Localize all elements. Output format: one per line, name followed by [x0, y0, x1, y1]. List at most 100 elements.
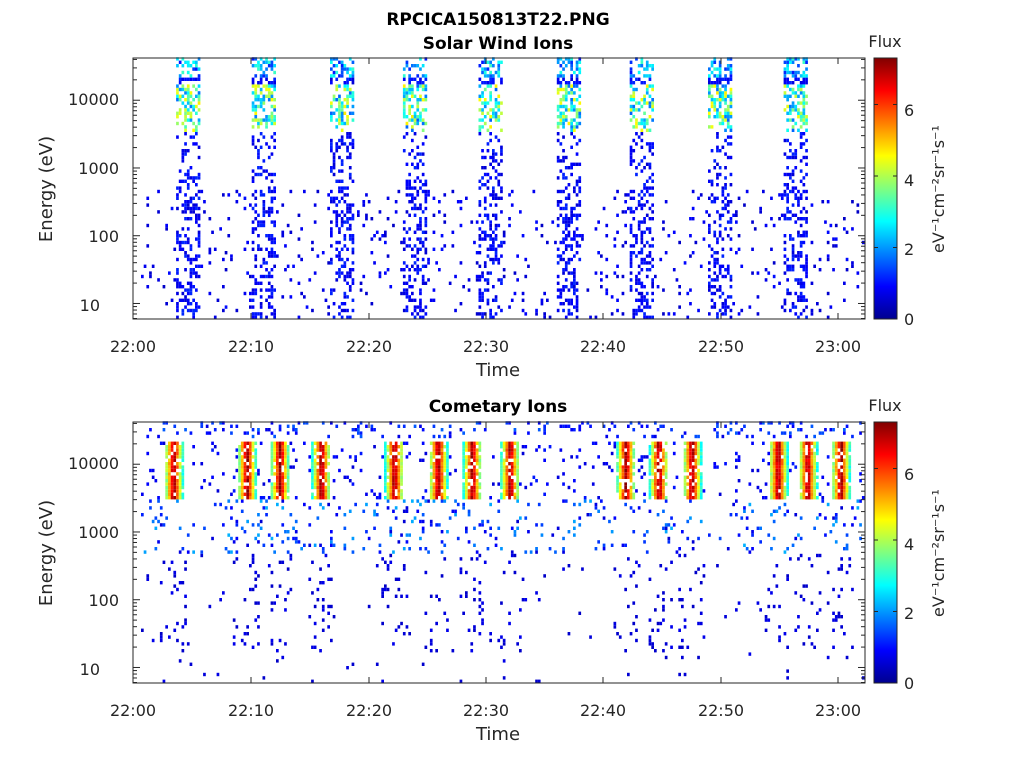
heatmap-cell [330, 244, 333, 248]
heatmap-cell [378, 492, 382, 496]
heatmap-cell [429, 519, 433, 524]
heatmap-cell [556, 81, 560, 85]
heatmap-cell [691, 496, 695, 500]
heatmap-cell [273, 482, 276, 486]
heatmap-cell [570, 257, 573, 262]
heatmap-cell [186, 240, 190, 245]
heatmap-cell [645, 261, 649, 265]
heatmap-cell [213, 247, 217, 251]
heatmap-cell [365, 291, 368, 296]
heatmap-cell [230, 254, 233, 258]
heatmap-cell [365, 424, 368, 428]
heatmap-cell [165, 455, 168, 459]
heatmap-cell [629, 223, 633, 228]
heatmap-cell [249, 492, 252, 496]
heatmap-cell [435, 485, 438, 490]
heatmap-cell [791, 87, 795, 92]
heatmap-cell [189, 431, 193, 435]
heatmap-cell [408, 111, 411, 115]
heatmap-cell [548, 445, 552, 449]
heatmap-cell [486, 254, 490, 258]
heatmap-cell [440, 492, 444, 496]
heatmap-cell [389, 496, 393, 500]
heatmap-cell [578, 244, 582, 248]
heatmap-cell [797, 94, 800, 98]
heatmap-cell [438, 523, 441, 527]
heatmap-cell [159, 506, 163, 510]
heatmap-cell [492, 230, 495, 234]
heatmap-cell [254, 448, 258, 452]
heatmap-cell [297, 254, 301, 258]
heatmap-cell [713, 230, 717, 234]
heatmap-cell [497, 162, 501, 166]
heatmap-cell [564, 234, 568, 238]
heatmap-cell [492, 77, 495, 81]
heatmap-cell [446, 451, 449, 456]
heatmap-cell [313, 203, 317, 207]
heatmap-cell [257, 574, 260, 578]
heatmap-cell [716, 135, 719, 139]
heatmap-cell [662, 485, 665, 490]
heatmap-cell [470, 489, 474, 493]
heatmap-cell [629, 155, 633, 160]
heatmap-cell [559, 57, 563, 61]
heatmap-cell [259, 288, 263, 292]
heatmap-cell [351, 268, 355, 272]
heatmap-cell [281, 655, 285, 660]
heatmap-cell [413, 121, 417, 126]
heatmap-cell [421, 108, 425, 112]
heatmap-cell [254, 98, 258, 102]
heatmap-cell [729, 125, 733, 129]
heatmap-cell [446, 628, 449, 632]
heatmap-cell [697, 455, 700, 459]
heatmap-cell [783, 213, 787, 217]
heatmap-cell [573, 278, 576, 282]
heatmap-cell [629, 81, 633, 85]
heatmap-cell [578, 189, 582, 194]
heatmap-cell [802, 115, 806, 119]
heatmap-cell [181, 312, 185, 316]
heatmap-cell [157, 210, 160, 214]
heatmap-cell [573, 285, 576, 289]
heatmap-cell [189, 200, 193, 204]
heatmap-cell [640, 64, 644, 68]
heatmap-cell [643, 193, 646, 197]
heatmap-cell [432, 213, 436, 217]
heatmap-cell [246, 271, 249, 275]
heatmap-cell [683, 451, 687, 456]
heatmap-cell [502, 445, 506, 449]
heatmap-cell [178, 492, 182, 496]
heatmap-cell [794, 278, 798, 282]
heatmap-cell [618, 468, 622, 473]
heatmap-cell [211, 230, 214, 234]
heatmap-cell [413, 64, 417, 68]
heatmap-cell [748, 482, 752, 486]
heatmap-cell [335, 118, 339, 122]
heatmap-cell [645, 189, 649, 194]
heatmap-cell [448, 455, 452, 459]
heatmap-cell [195, 77, 198, 81]
heatmap-cell [351, 91, 355, 95]
heatmap-cell [273, 458, 276, 462]
heatmap-cell [357, 431, 360, 435]
heatmap-cell [262, 213, 266, 217]
heatmap-cell [311, 240, 314, 245]
heatmap-cell [435, 489, 438, 493]
heatmap-cell [567, 234, 571, 238]
heatmap-cell [583, 499, 587, 503]
heatmap-cell [319, 649, 322, 653]
heatmap-cell [189, 281, 193, 285]
heatmap-cell [289, 278, 293, 282]
heatmap-cell [797, 200, 800, 204]
heatmap-cell [435, 479, 438, 483]
heatmap-cell [319, 462, 322, 466]
solar-wind-colorbar-label: eV⁻¹cm⁻²sr⁻¹s⁻¹ [929, 125, 948, 253]
heatmap-cell [651, 264, 654, 268]
heatmap-cell [424, 570, 428, 575]
heatmap-cell [643, 305, 646, 309]
heatmap-cell [332, 172, 336, 177]
heatmap-cell [616, 264, 619, 268]
heatmap-cell [716, 421, 719, 425]
heatmap-cell [510, 445, 514, 449]
heatmap-cell [273, 240, 276, 245]
